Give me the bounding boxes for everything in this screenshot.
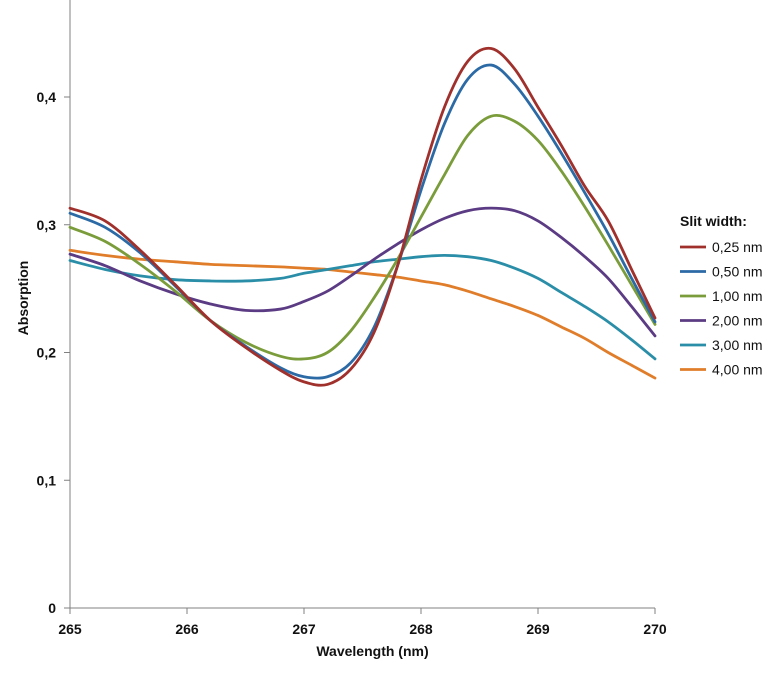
tick-labels: 265 266 267 268 269 270 0 0,1 0,2 0,3 0,4 [37,89,667,637]
x-tick-label: 267 [292,621,316,637]
series-line [68,248,657,380]
y-tick-label: 0,3 [37,217,57,233]
legend: Slit width: 0,25 nm 0,50 nm 1,00 nm 2,00 nm… [680,213,763,378]
series-line [68,254,657,361]
axes [64,0,656,614]
x-axis-title: Wavelength (nm) [316,643,428,659]
y-tick-label: 0,4 [37,89,57,105]
y-tick-label: 0 [48,600,56,616]
legend-item-label: 0,25 nm [712,239,763,255]
x-tick-label: 266 [175,621,199,637]
y-tick-label: 0,2 [37,345,57,361]
legend-item-label: 1,00 nm [712,288,763,304]
x-tick-label: 268 [409,621,433,637]
legend-title: Slit width: [680,213,747,229]
legend-item-label: 3,00 nm [712,337,763,353]
x-tick-label: 270 [643,621,667,637]
x-tick-label: 269 [526,621,550,637]
legend-item-label: 2,00 nm [712,313,763,329]
x-tick-label: 265 [58,621,82,637]
series-line [68,114,657,361]
series-line [68,206,657,338]
series-layer [68,46,657,387]
legend-item-label: 0,50 nm [712,264,763,280]
legend-item-label: 4,00 nm [712,362,763,378]
y-tick-label: 0,1 [37,472,57,488]
y-axis-title: Absorption [15,261,31,336]
series-line [68,46,657,387]
